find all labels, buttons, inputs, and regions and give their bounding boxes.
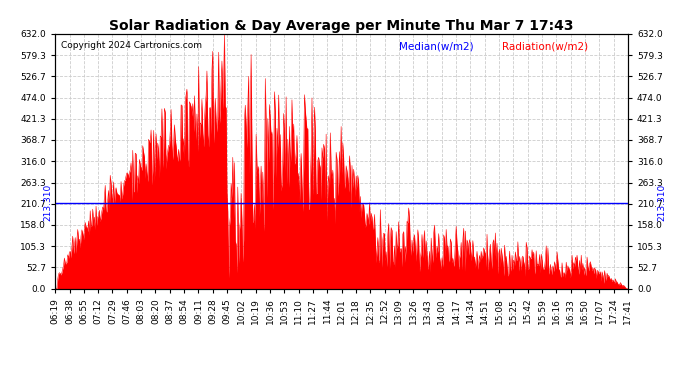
Text: Radiation(w/m2): Radiation(w/m2) bbox=[502, 41, 588, 51]
Title: Solar Radiation & Day Average per Minute Thu Mar 7 17:43: Solar Radiation & Day Average per Minute… bbox=[109, 19, 574, 33]
Text: Copyright 2024 Cartronics.com: Copyright 2024 Cartronics.com bbox=[61, 41, 202, 50]
Text: 213.310: 213.310 bbox=[658, 184, 667, 221]
Text: 213.310: 213.310 bbox=[43, 184, 52, 221]
Text: Median(w/m2): Median(w/m2) bbox=[399, 41, 473, 51]
